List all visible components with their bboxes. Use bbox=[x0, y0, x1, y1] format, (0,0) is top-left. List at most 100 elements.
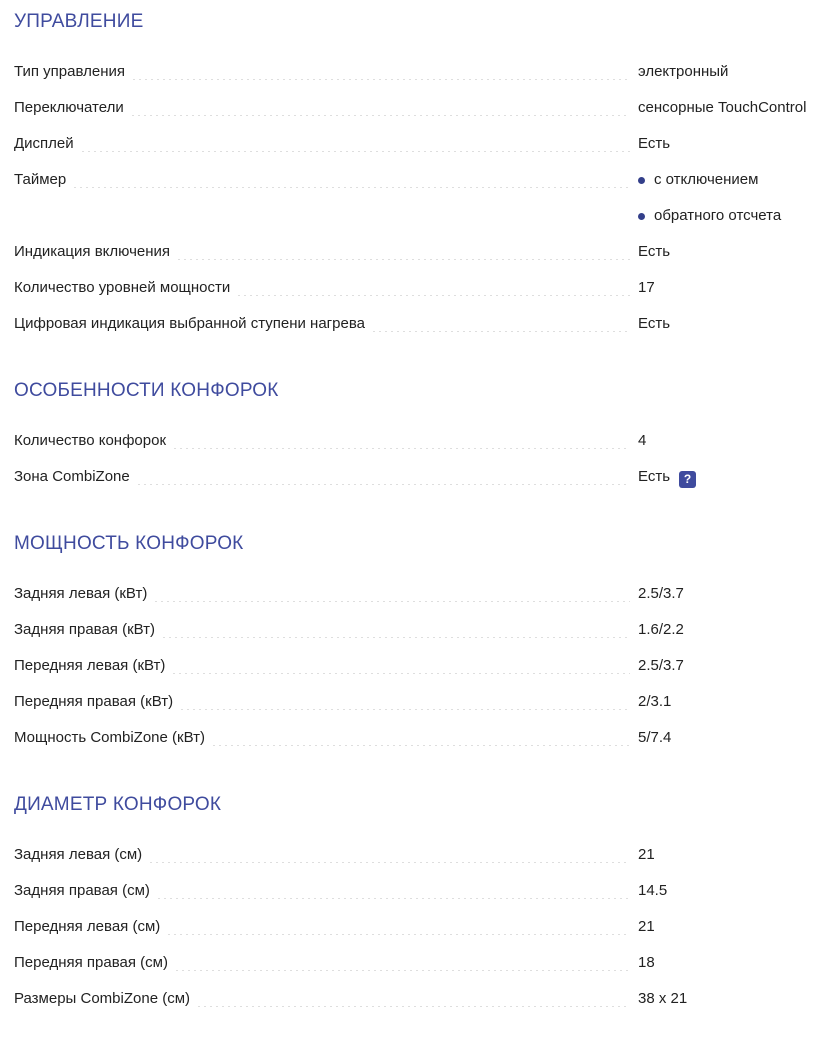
spec-row: Задняя правая (кВт) 1.6/2.2 bbox=[14, 612, 819, 648]
value-text: сенсорные TouchControl bbox=[638, 99, 807, 116]
spec-label: Задняя правая (см) bbox=[14, 882, 150, 899]
spec-label: Зона CombiZone bbox=[14, 468, 130, 485]
dotted-leader bbox=[173, 673, 630, 674]
spec-row: Передняя правая (кВт) 2/3.1 bbox=[14, 684, 819, 720]
dotted-leader bbox=[198, 1006, 630, 1007]
spec-label: Количество конфорок bbox=[14, 432, 167, 449]
spec-row: Мощность CombiZone (кВт) 5/7.4 bbox=[14, 720, 819, 756]
value-text: Есть bbox=[638, 135, 671, 152]
spec-value: сенсорные TouchControl bbox=[638, 90, 819, 126]
spec-row: Дисплей Есть bbox=[14, 126, 819, 162]
spec-value: 1.6/2.2 bbox=[638, 612, 819, 648]
spec-label: Передняя правая (см) bbox=[14, 954, 168, 971]
section-title: МОЩНОСТЬ КОНФОРОК bbox=[14, 533, 244, 554]
value-text: 2.5/3.7 bbox=[638, 585, 684, 602]
spec-row: Задняя левая (см) 21 bbox=[14, 837, 819, 873]
spec-value: 5/7.4 bbox=[638, 720, 819, 756]
spec-label: Индикация включения bbox=[14, 243, 171, 260]
spec-value: Есть bbox=[638, 234, 819, 270]
dotted-leader bbox=[174, 448, 630, 449]
dotted-leader bbox=[137, 484, 630, 485]
value-text: 21 bbox=[638, 846, 655, 863]
value-text: 1.6/2.2 bbox=[638, 621, 684, 638]
bullet-list-item: обратного отсчета bbox=[638, 198, 819, 234]
spec-section: ОСОБЕННОСТИ КОНФОРОК Количество конфорок 4… bbox=[14, 379, 819, 495]
spec-value: 2.5/3.7 bbox=[638, 648, 819, 684]
spec-label: Тип управления bbox=[14, 63, 125, 80]
spec-section: МОЩНОСТЬ КОНФОРОК Задняя левая (кВт) 2.5/3… bbox=[14, 532, 819, 756]
bullet-text: с отключением bbox=[654, 171, 759, 188]
spec-value: электронный bbox=[638, 54, 819, 90]
spec-row: Зона CombiZone Есть? bbox=[14, 459, 819, 495]
bullet-icon bbox=[638, 213, 645, 220]
spec-sections: УПРАВЛЕНИЕ Тип управления электронный Перек… bbox=[14, 10, 819, 1017]
dotted-leader bbox=[131, 115, 630, 116]
spec-value: 14.5 bbox=[638, 873, 819, 909]
dotted-leader bbox=[150, 862, 630, 863]
spec-label: Цифровая индикация выбранной ступени наг… bbox=[14, 315, 365, 332]
help-icon[interactable]: ? bbox=[679, 471, 697, 488]
spec-label: Количество уровней мощности bbox=[14, 279, 231, 296]
spec-row: Передняя левая (см) 21 bbox=[14, 909, 819, 945]
value-text: 5/7.4 bbox=[638, 729, 672, 746]
dotted-leader bbox=[372, 331, 630, 332]
spec-value: 18 bbox=[638, 945, 819, 981]
spec-row: Передняя левая (кВт) 2.5/3.7 bbox=[14, 648, 819, 684]
value-text: 2.5/3.7 bbox=[638, 657, 684, 674]
spec-value: 4 bbox=[638, 423, 819, 459]
value-text: 14.5 bbox=[638, 882, 668, 899]
spec-row: Задняя правая (см) 14.5 bbox=[14, 873, 819, 909]
spec-label: Задняя левая (см) bbox=[14, 846, 143, 863]
spec-row: Индикация включения Есть bbox=[14, 234, 819, 270]
spec-row: Переключатели сенсорные TouchControl bbox=[14, 90, 819, 126]
value-text: электронный bbox=[638, 63, 729, 80]
spec-row: Таймер с отключением обратного отсчета bbox=[14, 162, 819, 234]
spec-label: Передняя левая (кВт) bbox=[14, 657, 166, 674]
dotted-leader bbox=[155, 601, 630, 602]
dotted-leader bbox=[157, 898, 630, 899]
bullet-list-item: с отключением bbox=[638, 162, 819, 198]
spec-row: Задняя левая (кВт) 2.5/3.7 bbox=[14, 576, 819, 612]
dotted-leader bbox=[163, 637, 630, 638]
spec-value: Есть bbox=[638, 126, 819, 162]
spec-section: УПРАВЛЕНИЕ Тип управления электронный Перек… bbox=[14, 10, 819, 342]
section-title: ОСОБЕННОСТИ КОНФОРОК bbox=[14, 380, 279, 401]
spec-value: Есть bbox=[638, 306, 819, 342]
spec-section: ДИАМЕТР КОНФОРОК Задняя левая (см) 21 Задня… bbox=[14, 793, 819, 1017]
dotted-leader bbox=[81, 151, 630, 152]
spec-row: Размеры CombiZone (см) 38 x 21 bbox=[14, 981, 819, 1017]
spec-row: Тип управления электронный bbox=[14, 54, 819, 90]
bullet-text: обратного отсчета bbox=[654, 207, 782, 224]
spec-row: Количество конфорок 4 bbox=[14, 423, 819, 459]
dotted-leader bbox=[178, 259, 630, 260]
section-title: ДИАМЕТР КОНФОРОК bbox=[14, 794, 222, 815]
spec-value: 38 x 21 bbox=[638, 981, 819, 1017]
spec-row: Цифровая индикация выбранной ступени наг… bbox=[14, 306, 819, 342]
spec-label: Дисплей bbox=[14, 135, 74, 152]
dotted-leader bbox=[74, 187, 630, 188]
spec-value: 21 bbox=[638, 837, 819, 873]
spec-value: 17 bbox=[638, 270, 819, 306]
bullet-icon bbox=[638, 177, 645, 184]
spec-label: Размеры CombiZone (см) bbox=[14, 990, 191, 1007]
spec-label: Передняя левая (см) bbox=[14, 918, 161, 935]
spec-value: 21 bbox=[638, 909, 819, 945]
spec-label: Задняя правая (кВт) bbox=[14, 621, 156, 638]
value-text: 21 bbox=[638, 918, 655, 935]
spec-value: 2.5/3.7 bbox=[638, 576, 819, 612]
spec-label: Таймер bbox=[14, 171, 67, 188]
spec-value: с отключением обратного отсчета bbox=[638, 162, 819, 234]
section-title: УПРАВЛЕНИЕ bbox=[14, 11, 144, 32]
value-text: 2/3.1 bbox=[638, 693, 672, 710]
value-text: 4 bbox=[638, 432, 647, 449]
dotted-leader bbox=[132, 79, 630, 80]
dotted-leader bbox=[181, 709, 630, 710]
value-text: 38 x 21 bbox=[638, 990, 688, 1007]
value-text: Есть bbox=[638, 243, 671, 260]
dotted-leader bbox=[175, 970, 630, 971]
dotted-leader bbox=[168, 934, 630, 935]
dotted-leader bbox=[238, 295, 630, 296]
spec-label: Мощность CombiZone (кВт) bbox=[14, 729, 205, 746]
spec-value: 2/3.1 bbox=[638, 684, 819, 720]
